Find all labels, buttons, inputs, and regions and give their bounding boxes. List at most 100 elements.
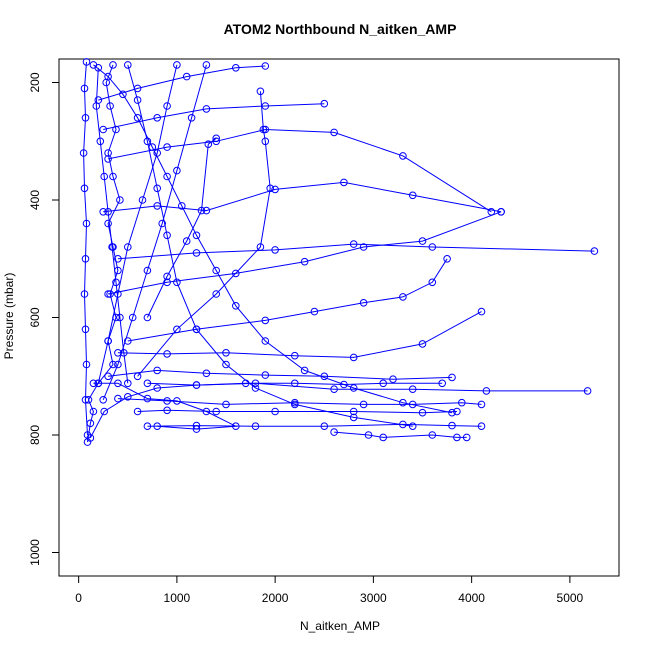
data-point bbox=[482, 387, 491, 395]
data-point bbox=[359, 400, 368, 409]
data-point bbox=[187, 114, 196, 122]
series-line bbox=[97, 64, 178, 384]
data-point bbox=[116, 313, 124, 322]
x-tick-label: 5000 bbox=[557, 591, 584, 605]
series bbox=[133, 406, 461, 417]
data-point bbox=[202, 407, 211, 416]
data-point bbox=[379, 379, 388, 388]
data-point bbox=[202, 105, 211, 113]
data-point bbox=[349, 407, 358, 416]
data-point bbox=[133, 372, 142, 381]
data-point bbox=[408, 385, 417, 394]
series-line bbox=[108, 211, 502, 295]
data-point bbox=[178, 202, 186, 210]
data-point bbox=[251, 384, 260, 392]
x-axis: 0 1000 2000 3000 4000 5000 bbox=[75, 575, 584, 605]
data-point bbox=[399, 152, 407, 160]
series bbox=[124, 254, 451, 345]
series-line bbox=[83, 61, 88, 436]
series bbox=[89, 61, 456, 417]
data-point bbox=[163, 350, 171, 358]
data-point bbox=[232, 422, 240, 431]
data-point bbox=[458, 398, 466, 407]
data-point bbox=[81, 114, 90, 122]
series bbox=[124, 61, 417, 431]
data-point bbox=[133, 407, 142, 416]
data-point bbox=[104, 219, 112, 228]
data-point bbox=[108, 243, 116, 251]
data-point bbox=[330, 428, 338, 436]
series bbox=[79, 58, 92, 439]
data-point bbox=[124, 61, 132, 69]
data-point bbox=[80, 84, 89, 93]
series-line bbox=[127, 258, 448, 342]
data-point bbox=[153, 366, 161, 375]
data-point bbox=[124, 243, 132, 251]
data-point bbox=[143, 137, 152, 146]
data-point bbox=[79, 149, 88, 157]
series-line bbox=[95, 67, 129, 384]
data-point bbox=[163, 143, 171, 151]
data-point bbox=[359, 243, 368, 251]
data-point bbox=[124, 337, 132, 345]
data-point bbox=[192, 249, 201, 257]
data-point bbox=[232, 64, 240, 72]
data-point bbox=[408, 422, 417, 431]
series bbox=[143, 134, 220, 322]
data-point bbox=[120, 349, 128, 357]
series-line bbox=[98, 65, 266, 101]
data-point bbox=[261, 137, 270, 146]
data-point bbox=[89, 379, 98, 388]
data-point bbox=[89, 61, 98, 69]
series-group bbox=[79, 58, 599, 446]
data-point bbox=[261, 371, 270, 379]
data-point bbox=[330, 128, 338, 137]
data-point bbox=[104, 372, 112, 381]
data-point bbox=[153, 114, 161, 122]
data-point bbox=[81, 254, 90, 263]
series-line bbox=[93, 382, 238, 430]
data-point bbox=[173, 278, 181, 287]
x-tick-label: 0 bbox=[75, 591, 82, 605]
x-tick-label: 4000 bbox=[458, 591, 485, 605]
data-point bbox=[300, 257, 309, 266]
data-point bbox=[477, 422, 486, 431]
data-point bbox=[106, 102, 114, 110]
data-point bbox=[104, 337, 112, 345]
series-line bbox=[146, 137, 217, 318]
series-line bbox=[108, 128, 492, 213]
data-point bbox=[104, 208, 112, 216]
data-point bbox=[81, 396, 90, 404]
data-point bbox=[271, 407, 279, 416]
data-point bbox=[256, 243, 265, 251]
data-point bbox=[359, 299, 368, 307]
data-point bbox=[399, 293, 407, 301]
data-point bbox=[259, 125, 268, 134]
y-tick-label: 1000 bbox=[28, 539, 42, 566]
series bbox=[99, 61, 211, 404]
series-line bbox=[137, 91, 271, 377]
data-point bbox=[80, 290, 89, 298]
data-point bbox=[256, 87, 265, 96]
data-point bbox=[143, 266, 152, 275]
data-point bbox=[109, 360, 117, 369]
series bbox=[104, 125, 496, 216]
data-point bbox=[153, 149, 161, 157]
data-point bbox=[222, 400, 230, 409]
data-point bbox=[399, 398, 407, 407]
data-point bbox=[212, 407, 220, 416]
data-point bbox=[202, 369, 211, 378]
data-point bbox=[124, 393, 132, 401]
data-point bbox=[448, 408, 456, 417]
data-point bbox=[291, 379, 299, 388]
series bbox=[330, 428, 471, 442]
data-point bbox=[271, 246, 279, 254]
data-point bbox=[100, 407, 108, 416]
data-point bbox=[163, 272, 171, 281]
data-point bbox=[182, 237, 191, 245]
data-point bbox=[114, 394, 122, 403]
data-point bbox=[114, 379, 122, 388]
data-point bbox=[487, 208, 496, 216]
data-point bbox=[291, 400, 299, 409]
